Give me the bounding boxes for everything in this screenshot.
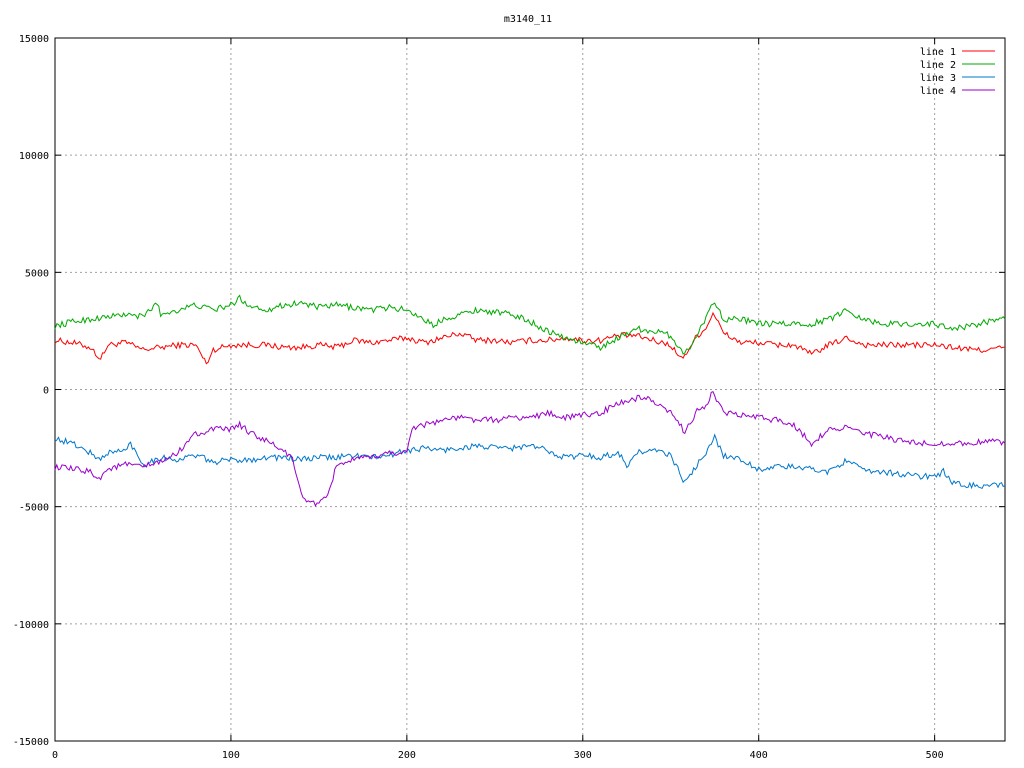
- x-tick-label: 300: [574, 750, 592, 761]
- series-layer: [54, 294, 1006, 507]
- series-line-2: [54, 294, 1006, 355]
- legend-label: line 2: [920, 60, 956, 71]
- legend-label: line 4: [920, 86, 956, 97]
- y-tick-label: 10000: [19, 151, 49, 162]
- x-tick-label: 200: [398, 750, 416, 761]
- x-tick-label: 400: [750, 750, 768, 761]
- series-line-1: [54, 311, 1005, 365]
- y-tick-label: -5000: [19, 503, 49, 514]
- chart-title: m3140_11: [504, 14, 552, 25]
- x-tick-label: 500: [926, 750, 944, 761]
- x-tick-label: 0: [52, 750, 58, 761]
- y-tick-label: 15000: [19, 34, 49, 45]
- legend-label: line 3: [920, 73, 956, 84]
- axis-ticks: 0 100 200 300 400 500 -15000 -10000 -5000 0 5000 10…: [13, 34, 1005, 761]
- series-line-3: [54, 433, 1006, 490]
- y-tick-label: -15000: [13, 737, 49, 748]
- grid: [55, 38, 1005, 741]
- y-tick-label: 0: [43, 386, 49, 397]
- legend-label: line 1: [920, 47, 956, 58]
- legend: line 1 line 2 line 3 line 4: [920, 47, 995, 97]
- x-tick-label: 100: [222, 750, 240, 761]
- y-tick-label: 5000: [25, 268, 49, 279]
- series-line-4: [54, 391, 1006, 507]
- y-tick-label: -10000: [13, 620, 49, 631]
